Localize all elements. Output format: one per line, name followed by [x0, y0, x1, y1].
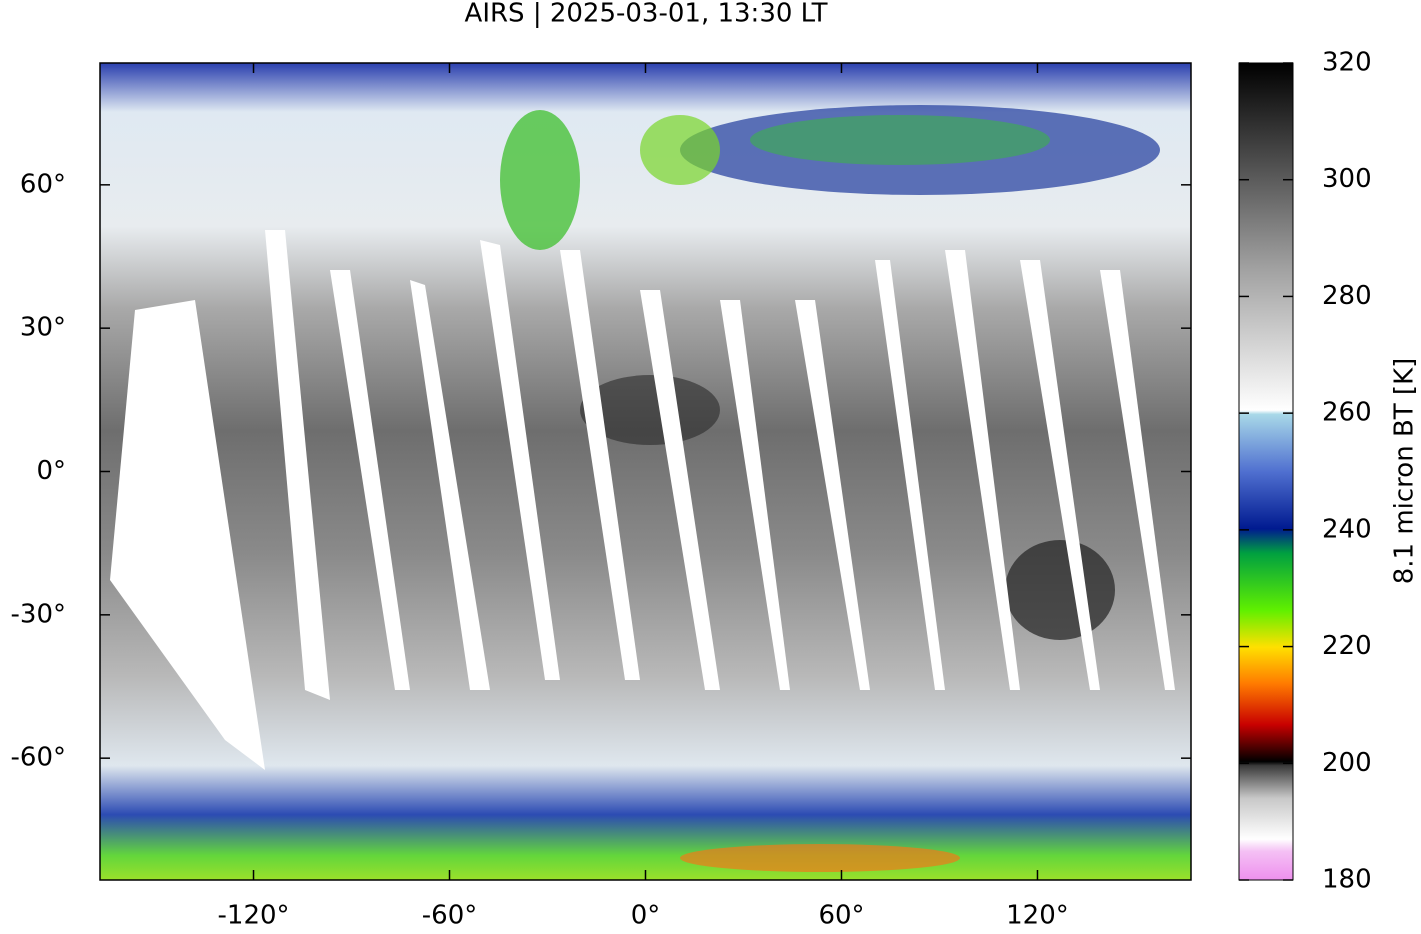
y-tick-label: 30°: [20, 313, 66, 343]
title: AIRS | 2025-03-01, 13:30 LT: [465, 0, 828, 29]
colorbar-tick-label: 280: [1322, 281, 1372, 311]
colorbar-tick-label: 220: [1322, 631, 1372, 661]
x-tick-label: -120°: [218, 901, 290, 931]
colorbar-tick-label: 260: [1322, 398, 1372, 428]
colorbar-tick-label: 200: [1322, 748, 1372, 778]
colorbar-label: 8.1 micron BT [K]: [1390, 358, 1420, 585]
y-tick-label: 60°: [20, 169, 66, 199]
x-tick-label: -60°: [422, 901, 477, 931]
y-tick-label: -60°: [11, 743, 66, 773]
x-tick-label: 60°: [818, 901, 864, 931]
y-tick-label: -30°: [11, 599, 66, 629]
colorbar-tick-label: 240: [1322, 514, 1372, 544]
colorbar-tick-label: 300: [1322, 164, 1372, 194]
colorbar-tick-label: 180: [1322, 865, 1372, 895]
x-tick-label: 0°: [631, 901, 661, 931]
colorbar-tick-label: 320: [1322, 48, 1372, 78]
colorbar: [1238, 62, 1294, 881]
x-tick-label: 120°: [1006, 901, 1069, 931]
map-image: [100, 63, 1191, 880]
y-tick-label: 0°: [36, 456, 66, 486]
